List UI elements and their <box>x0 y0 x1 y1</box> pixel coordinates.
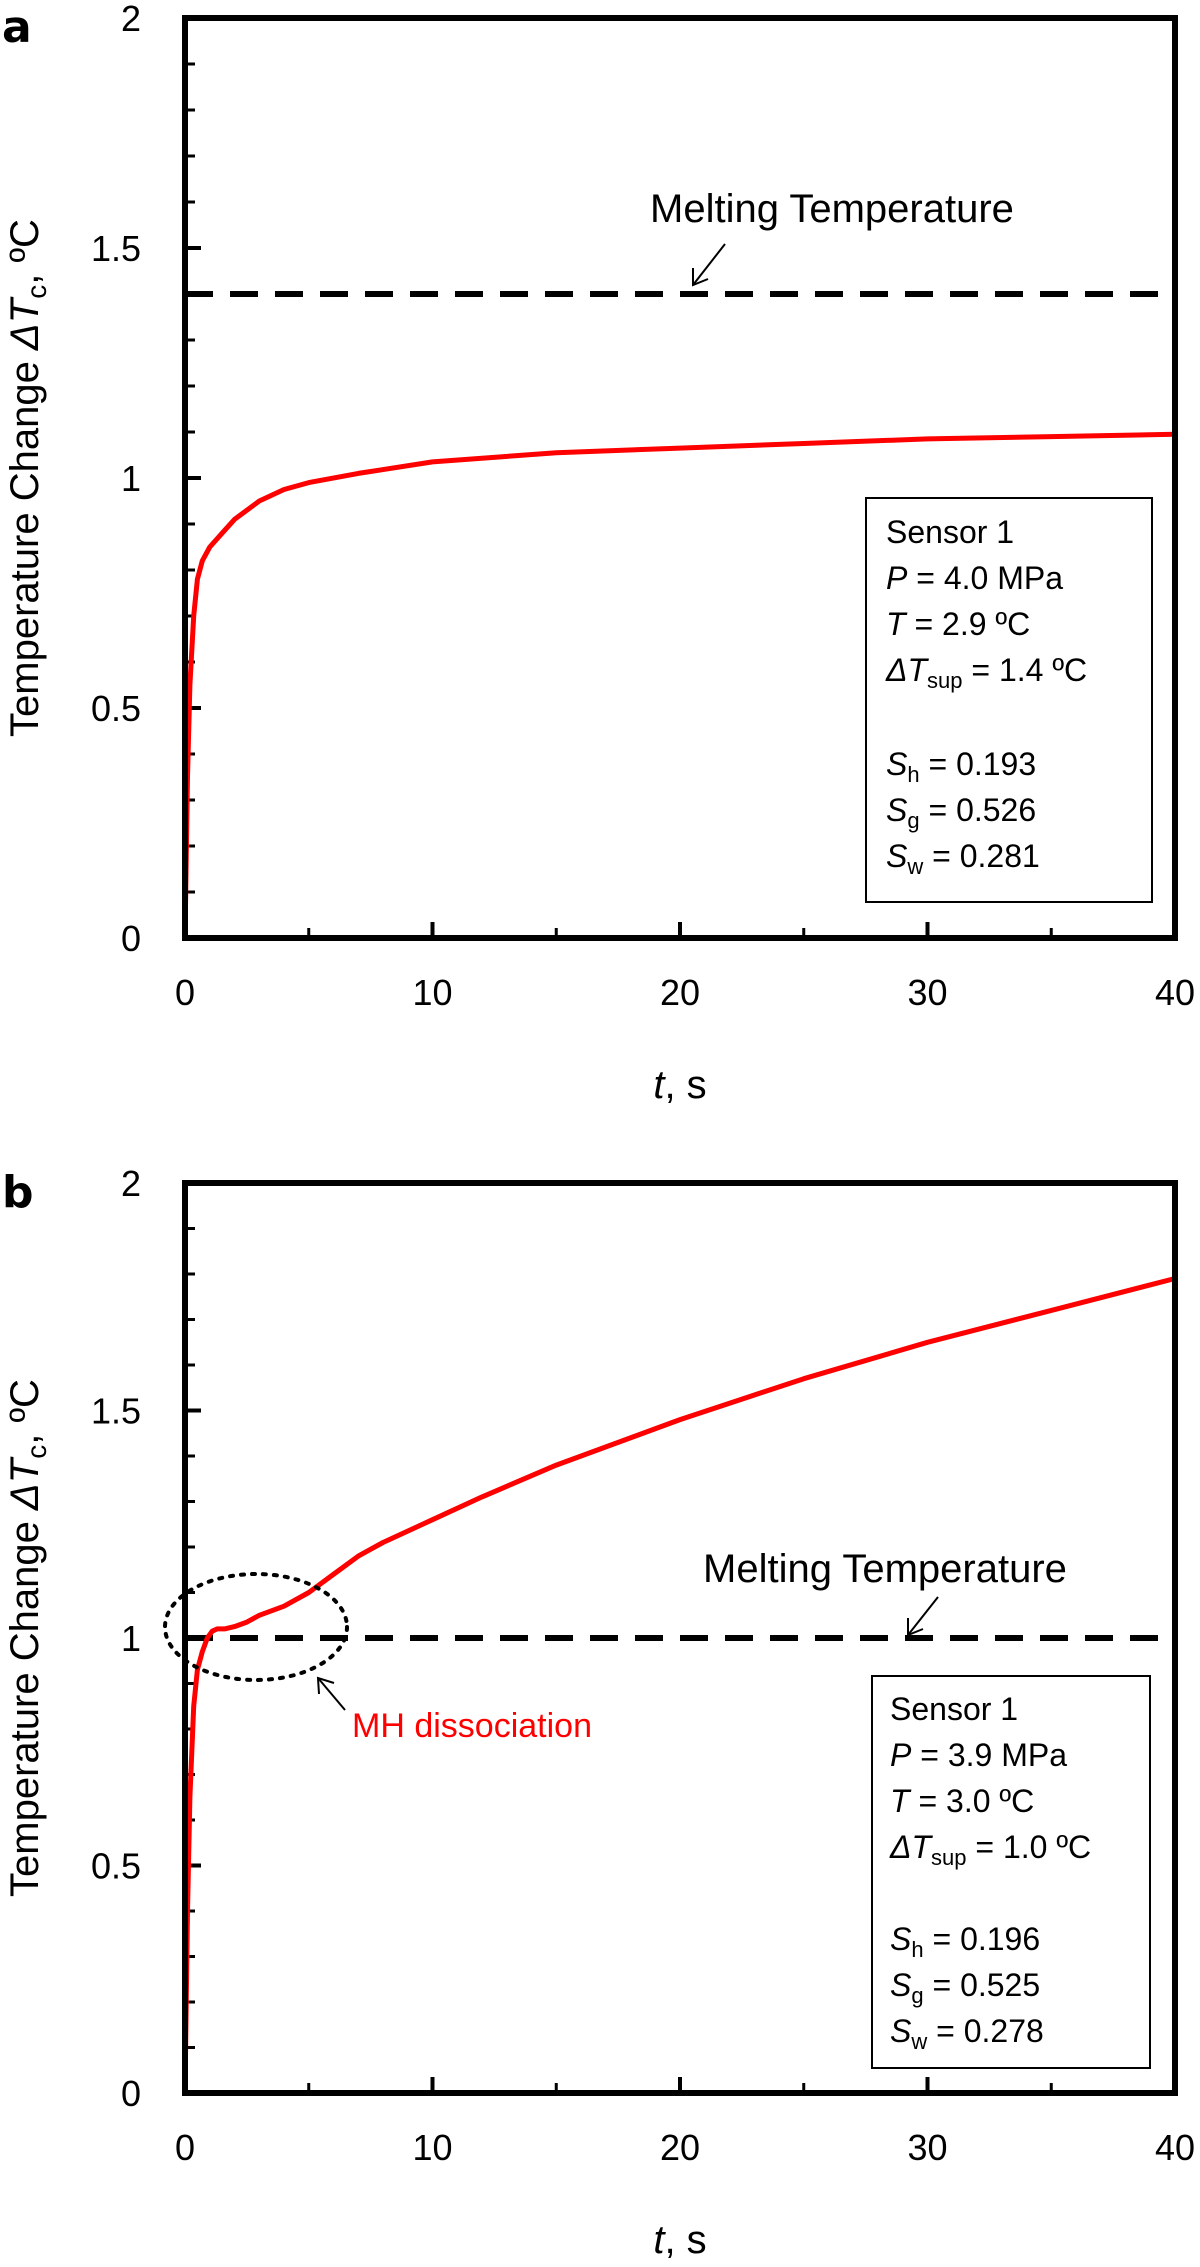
panel-b-info-sw: Sw = 0.278 <box>890 2013 1044 2054</box>
panel-b-x-tick-label: 10 <box>412 2127 452 2168</box>
panel-a-x-tick-label: 20 <box>660 972 700 1013</box>
panel-b-plot-frame <box>182 1180 1178 2096</box>
panel-b-y-axis-title: Temperature Change ΔTc, ºC <box>3 1379 52 1897</box>
panel-b-info-box <box>871 1675 1151 2069</box>
panel-a-info-text: Sensor 1 P = 4.0 MPa T = 2.9 ºC ΔTsup = … <box>885 514 1087 879</box>
panel-b-info-pressure: P = 3.9 MPa <box>890 1737 1067 1773</box>
panel-a-y-tick-label: 2 <box>121 0 141 39</box>
panel-a-melting-arrow <box>692 243 726 287</box>
panel-a-info-sh: Sh = 0.193 <box>886 746 1036 787</box>
panel-b-y-tick-label: 1 <box>121 1618 141 1659</box>
panel-b-info-temperature: T = 3.0 ºC <box>890 1783 1034 1819</box>
panel-b-x-tick-label: 0 <box>175 2127 195 2168</box>
panel-a-tick-labels: 00.511.520 10 20 30 40 <box>91 0 1195 1013</box>
panel-label-a: a <box>2 2 32 53</box>
panel-b-y-tick-label: 0 <box>121 2073 141 2114</box>
panel-a-info-pressure: P = 4.0 MPa <box>886 560 1063 596</box>
panel-a-y-tick-label: 0 <box>121 918 141 959</box>
panel-b-dissociation-label: MH dissociation <box>352 1707 592 1745</box>
panel-a: a 00.511.520 10 20 30 40 Melting Temperature… <box>2 0 1195 1107</box>
panel-a-info-box <box>865 497 1153 903</box>
panel-b-x-tick-label: 30 <box>907 2127 947 2168</box>
panel-a-y-tick-label: 1.5 <box>91 228 141 269</box>
panel-a-info-sg: Sg = 0.526 <box>886 792 1036 833</box>
panel-b-tick-labels: 00.511.520 10 20 30 40 <box>91 1163 1195 2168</box>
panel-b-x-tick-label: 20 <box>660 2127 700 2168</box>
panel-b-y-tick-label: 0.5 <box>91 1846 141 1887</box>
panel-a-y-tick-label: 1 <box>121 458 141 499</box>
panel-b-y-tick-label: 1.5 <box>91 1391 141 1432</box>
panel-a-x-tick-label: 40 <box>1155 972 1195 1013</box>
panel-a-info-supercooling: ΔTsup = 1.4 ºC <box>885 652 1087 693</box>
panel-a-x-tick-label: 10 <box>412 972 452 1013</box>
panel-a-plot-frame <box>182 15 1178 941</box>
panel-b-y-tick-label: 2 <box>121 1163 141 1204</box>
panel-a-series-line <box>182 431 1178 941</box>
panel-b-info-sh: Sh = 0.196 <box>890 1921 1040 1962</box>
panel-b-dissociation-ellipse <box>163 1572 349 1682</box>
panel-a-y-axis-title: Temperature Change ΔTc, ºC <box>3 219 52 737</box>
panel-label-b: b <box>2 1167 34 1218</box>
panel-a-info-sw: Sw = 0.281 <box>886 838 1040 879</box>
panel-a-x-tick-label: 0 <box>175 972 195 1013</box>
panel-a-info-temperature: T = 2.9 ºC <box>886 606 1030 642</box>
panel-a-x-axis-title: t, s <box>653 1063 706 1107</box>
panel-b-x-axis-title: t, s <box>653 2218 706 2262</box>
panel-b-dissociation-arrow <box>316 1676 346 1711</box>
panel-b-melting-arrow <box>907 1596 939 1637</box>
panel-b: b 00.511.520 10 20 30 40 Melting Temperature… <box>2 1163 1195 2262</box>
panel-b-info-title: Sensor 1 <box>890 1691 1018 1727</box>
panel-a-melting-label: Melting Temperature <box>650 187 1014 231</box>
panel-b-info-text: Sensor 1 P = 3.9 MPa T = 3.0 ºC ΔTsup = … <box>889 1691 1091 2054</box>
panel-b-melting-label: Melting Temperature <box>703 1547 1067 1591</box>
panel-a-y-tick-label: 0.5 <box>91 688 141 729</box>
panel-b-info-sg: Sg = 0.525 <box>890 1967 1040 2008</box>
panel-a-info-title: Sensor 1 <box>886 514 1014 550</box>
panel-b-info-supercooling: ΔTsup = 1.0 ºC <box>889 1829 1091 1870</box>
panel-a-x-tick-label: 30 <box>907 972 947 1013</box>
panel-b-x-tick-label: 40 <box>1155 2127 1195 2168</box>
